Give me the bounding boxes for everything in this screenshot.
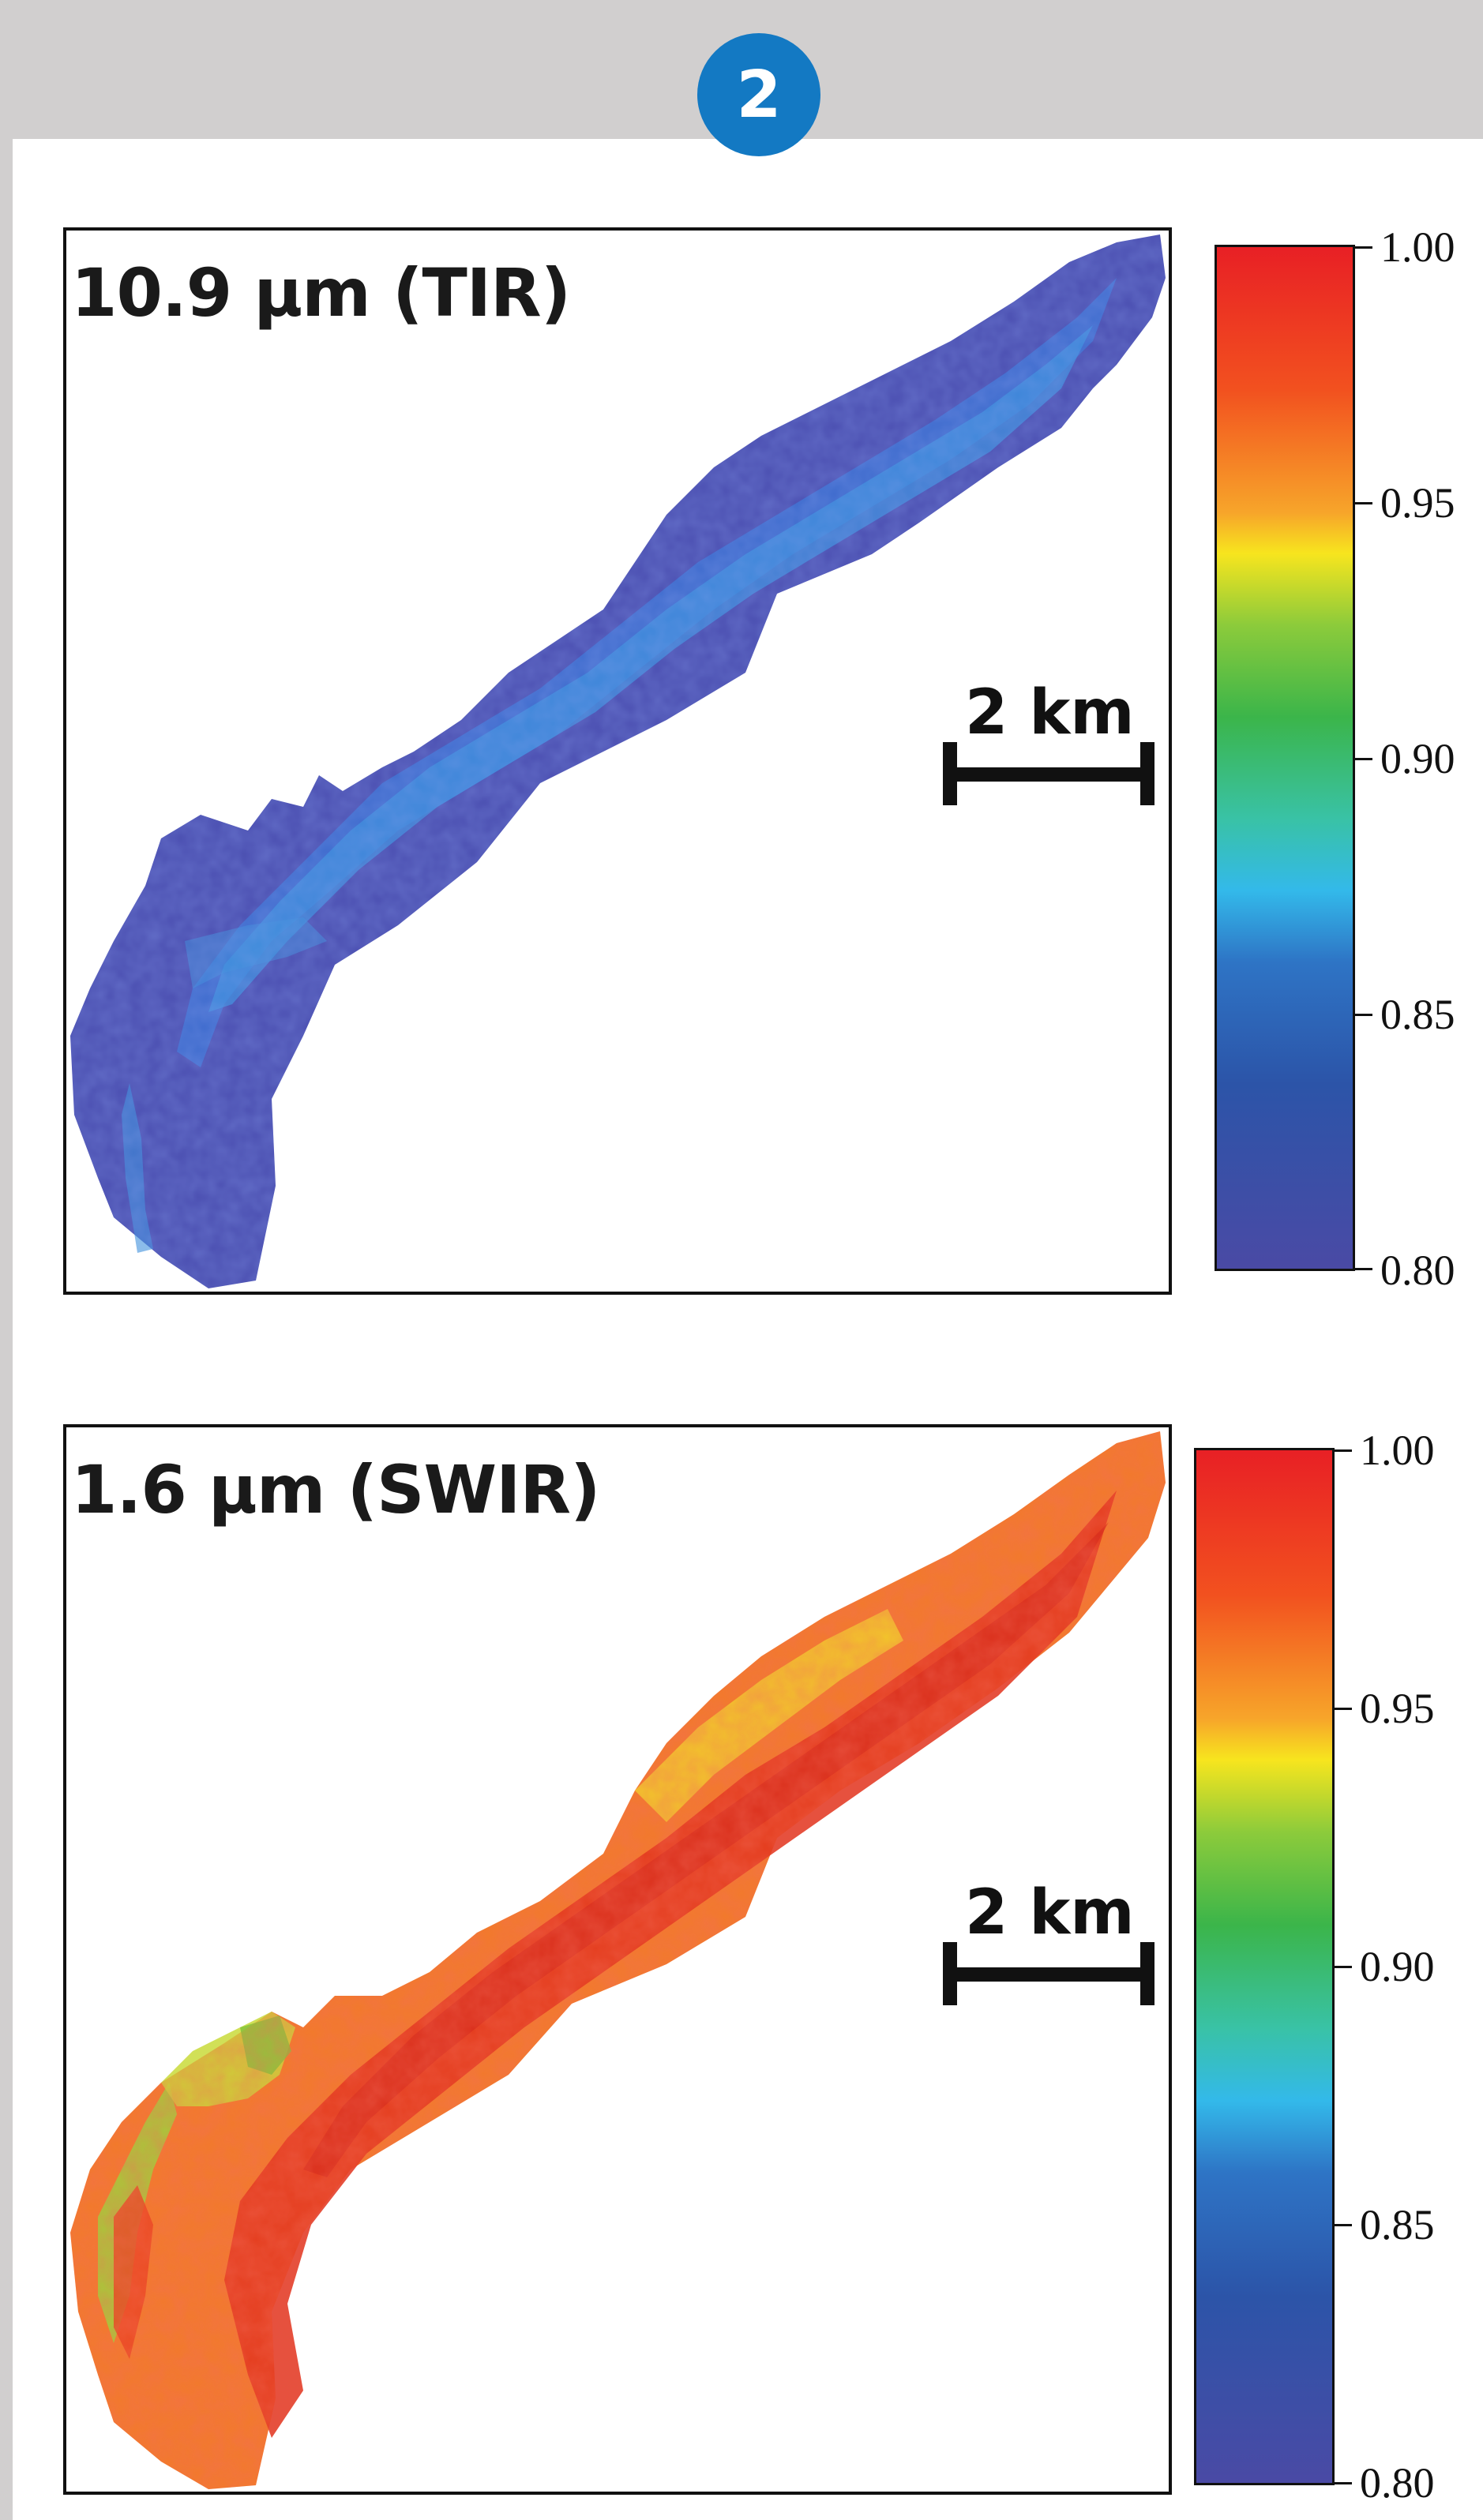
- tick-mark: [1355, 1014, 1372, 1016]
- swir-reflectance-map: [70, 1431, 1166, 2489]
- swir-panel-label: 1.6 µm (SWIR): [71, 1451, 600, 1528]
- tick-mark: [1335, 2224, 1352, 2226]
- swir-scale-bar: [943, 1942, 1154, 2005]
- scale-bar-tick-right: [1140, 1942, 1154, 2005]
- swir-tick-label: 0.80: [1360, 2459, 1435, 2507]
- tir-tick-label: 0.90: [1380, 735, 1455, 782]
- tick-mark: [1355, 1268, 1372, 1270]
- swir-tick-label: 1.00: [1360, 1427, 1435, 1474]
- tick-mark: [1335, 1708, 1352, 1710]
- tir-tick-label: 1.00: [1380, 223, 1455, 271]
- tick-mark: [1355, 758, 1372, 760]
- tick-mark: [1355, 246, 1372, 249]
- scale-bar-tick-right: [1140, 742, 1154, 805]
- tir-tick-label: 0.80: [1380, 1247, 1455, 1294]
- tick-mark: [1335, 1449, 1352, 1452]
- scale-bar-line: [943, 1967, 1154, 1982]
- scale-bar-line: [943, 767, 1154, 782]
- tir-scale-bar: [943, 742, 1154, 805]
- swir-colorbar: [1194, 1448, 1335, 2485]
- tick-mark: [1335, 1966, 1352, 1968]
- scale-bar-tick-left: [943, 742, 957, 805]
- swir-tick-label: 0.85: [1360, 2201, 1435, 2248]
- tick-mark: [1335, 2482, 1352, 2484]
- tir-tick-label: 0.95: [1380, 479, 1455, 527]
- tir-scale-label: 2 km: [965, 677, 1135, 748]
- swir-tick-label: 0.90: [1360, 1943, 1435, 1990]
- tir-emissivity-map: [70, 234, 1166, 1288]
- figure-number-badge: 2: [697, 33, 820, 156]
- scale-bar-tick-left: [943, 1942, 957, 2005]
- tir-panel-label: 10.9 µm (TIR): [71, 254, 571, 332]
- swir-scale-label: 2 km: [965, 1877, 1135, 1948]
- tir-tick-label: 0.85: [1380, 991, 1455, 1038]
- tir-colorbar: [1215, 245, 1355, 1271]
- swir-map-panel: [63, 1424, 1172, 2495]
- tir-map-panel: [63, 227, 1172, 1295]
- swir-tick-label: 0.95: [1360, 1685, 1435, 1732]
- tick-mark: [1355, 502, 1372, 504]
